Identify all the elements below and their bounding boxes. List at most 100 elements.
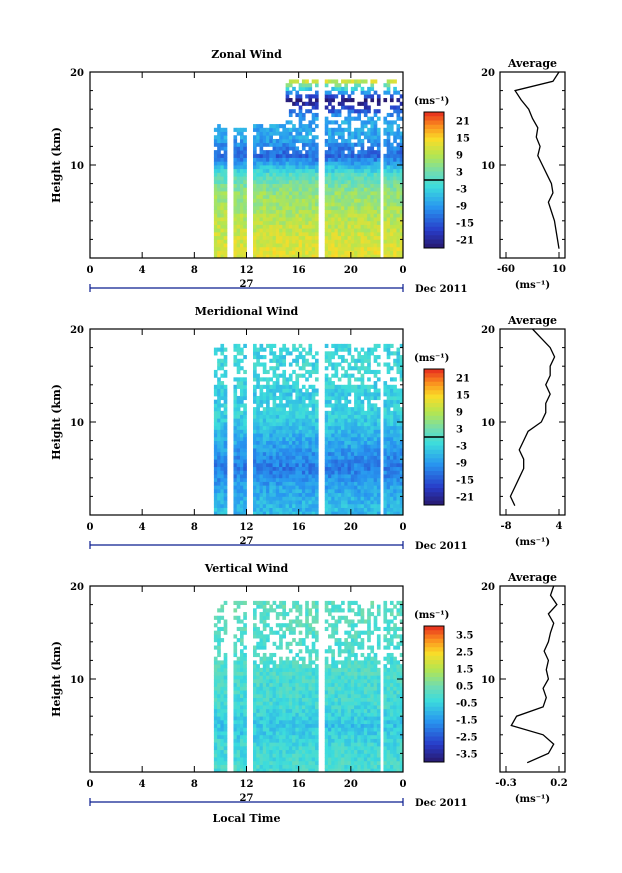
colorbar-swatch — [424, 428, 444, 434]
heatmap-cell — [236, 731, 241, 736]
heatmap-cell — [347, 422, 352, 427]
heatmap-cell — [301, 362, 306, 367]
heatmap-cell — [253, 138, 257, 144]
heatmap-cell — [341, 94, 345, 99]
heatmap-cell — [282, 191, 287, 196]
heatmap-cell — [324, 239, 329, 244]
heatmap-cell — [354, 116, 358, 121]
heatmap-cell — [220, 638, 225, 643]
heatmap-cell — [298, 127, 303, 132]
heatmap-cell — [360, 481, 365, 486]
heatmap-cell — [357, 451, 362, 456]
heatmap-cell — [217, 652, 221, 658]
heatmap-cell — [373, 448, 378, 453]
heatmap-cell — [285, 716, 290, 721]
heatmap-cell — [217, 507, 221, 512]
heatmap-cell — [256, 604, 260, 609]
heatmap-cell — [341, 243, 345, 248]
heatmap-cell — [279, 124, 283, 129]
heatmap-cell — [279, 440, 283, 445]
heatmap-cell — [217, 701, 221, 706]
heatmap-cell — [253, 500, 257, 505]
heatmap-cell — [256, 347, 260, 352]
heatmap-cell — [383, 425, 388, 430]
heatmap-cell — [308, 243, 313, 248]
heatmap-cell — [334, 217, 339, 222]
heatmap-cell — [331, 403, 335, 408]
heatmap-cell — [386, 474, 391, 479]
heatmap-cell — [236, 768, 241, 773]
heatmap-cell — [328, 351, 332, 356]
heatmap-cell — [236, 481, 241, 486]
heatmap-cell — [269, 366, 273, 371]
heatmap-cell — [373, 202, 378, 207]
heatmap-cell — [334, 433, 339, 438]
heatmap-cell — [269, 440, 273, 445]
heatmap-cell — [269, 701, 273, 706]
heatmap-cell — [399, 246, 404, 251]
heatmap-cell — [239, 451, 244, 456]
heatmap-cell — [360, 224, 365, 229]
heatmap-cell — [269, 172, 273, 177]
heatmap-cell — [344, 79, 348, 84]
heatmap-cell — [292, 187, 296, 192]
heatmap-cell — [223, 753, 228, 758]
heatmap-cell — [324, 205, 329, 211]
heatmap-cell — [275, 448, 280, 453]
heatmap-cell — [269, 682, 273, 687]
heatmap-cell — [243, 459, 247, 464]
heatmap-cell — [285, 388, 290, 393]
heatmap-cell — [295, 440, 300, 445]
heatmap-cell — [269, 168, 273, 173]
heatmap-cell — [213, 142, 218, 147]
heatmap-cell — [357, 466, 362, 471]
heatmap-cell — [344, 220, 348, 225]
heatmap-cell — [354, 194, 358, 199]
heatmap-cell — [334, 157, 339, 162]
heatmap-cell — [341, 183, 345, 188]
heatmap-cell — [288, 254, 293, 259]
heatmap-cell — [233, 455, 238, 460]
heatmap-cell — [236, 131, 241, 136]
heatmap-cell — [282, 753, 287, 758]
y-tick-label: 10 — [70, 418, 84, 429]
heatmap-cell — [266, 407, 270, 412]
heatmap-cell — [298, 86, 303, 91]
heatmap-cell — [275, 228, 280, 233]
heatmap-cell — [288, 161, 293, 166]
heatmap-cell — [337, 194, 342, 199]
heatmap-cell — [399, 176, 404, 181]
heatmap-cell — [360, 444, 365, 449]
heatmap-cell — [334, 492, 339, 497]
heatmap-cell — [256, 727, 260, 732]
heatmap-cell — [341, 90, 345, 95]
heatmap-cell — [266, 388, 270, 393]
heatmap-cell — [399, 369, 404, 375]
heatmap-cell — [334, 112, 339, 118]
heatmap-cell — [243, 168, 247, 173]
heatmap-cell — [262, 422, 267, 427]
heatmap-cell — [399, 462, 404, 468]
heatmap-cell — [266, 734, 270, 739]
heatmap-cell — [292, 503, 296, 508]
heatmap-cell — [399, 425, 404, 430]
heatmap-cell — [236, 738, 241, 743]
heatmap-cell — [331, 503, 335, 508]
heatmap-cell — [285, 682, 290, 687]
heatmap-cell — [288, 399, 293, 404]
heatmap-cell — [239, 198, 244, 203]
heatmap-cell — [223, 731, 228, 736]
heatmap-cell — [256, 645, 260, 650]
heatmap-cell — [292, 228, 296, 233]
heatmap-cell — [341, 165, 345, 170]
heatmap-cell — [282, 682, 287, 687]
heatmap-cell — [233, 466, 238, 471]
heatmap-cell — [220, 768, 225, 773]
heatmap-cell — [331, 455, 335, 460]
heatmap-cell — [236, 168, 241, 173]
heatmap-cell — [213, 634, 218, 639]
heatmap-cell — [259, 384, 264, 389]
heatmap-cell — [285, 753, 290, 758]
heatmap-cell — [266, 764, 270, 769]
